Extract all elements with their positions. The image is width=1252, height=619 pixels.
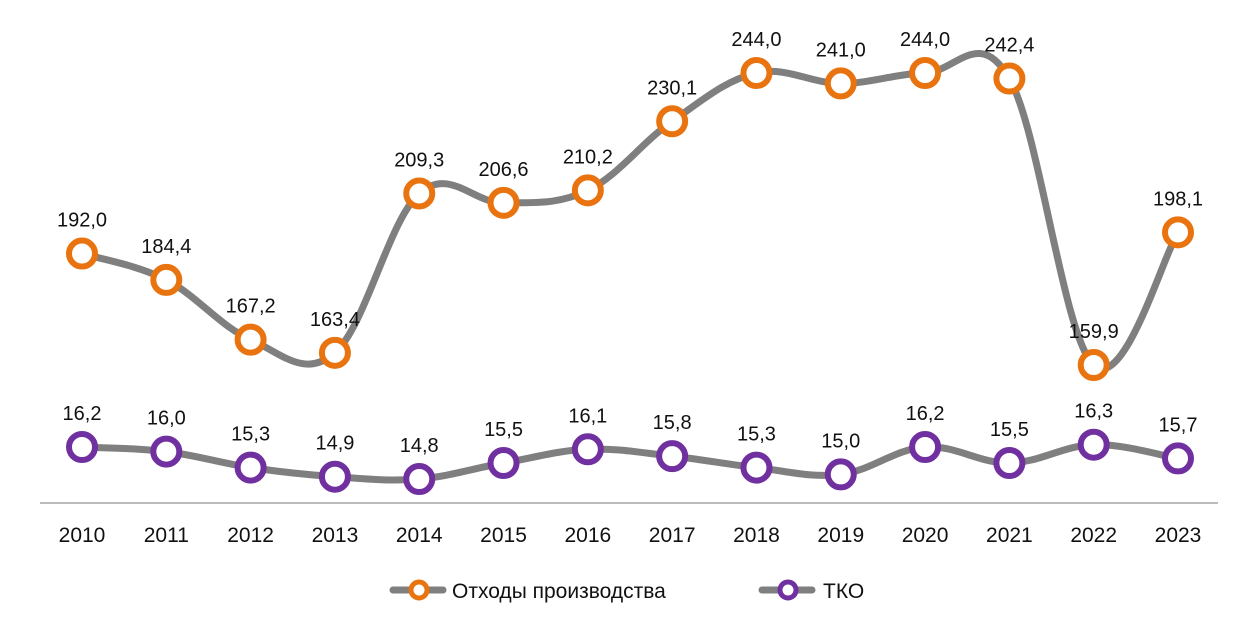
data-point [66, 431, 98, 463]
x-tick-label: 2017 [649, 524, 696, 547]
legend-label: Отходы производства [452, 580, 666, 603]
data-point [150, 435, 183, 468]
data-label: 15,7 [1159, 414, 1198, 436]
data-point [234, 323, 267, 356]
data-point [1162, 216, 1194, 249]
x-tick-label: 2010 [59, 524, 106, 547]
data-label: 15,0 [821, 430, 860, 452]
data-point [909, 431, 942, 463]
series-markers [66, 57, 1194, 495]
data-label: 16,3 [1074, 401, 1113, 423]
data-label: 16,2 [906, 403, 945, 425]
x-tick-label: 2013 [312, 524, 359, 547]
data-point [571, 433, 604, 466]
data-label: 230,1 [647, 77, 697, 99]
legend-marker [777, 579, 799, 601]
data-point [150, 263, 183, 296]
legend-marker [408, 579, 430, 601]
data-label: 159,9 [1069, 321, 1119, 343]
legend: Отходы производства ТКО [389, 579, 864, 603]
data-label: 198,1 [1153, 188, 1203, 210]
series-lines [78, 50, 1182, 484]
data-label: 184,4 [141, 236, 191, 258]
x-tick-label: 2014 [396, 524, 443, 547]
x-tick-label: 2022 [1070, 524, 1117, 547]
data-label: 14,9 [315, 433, 354, 455]
data-point [824, 67, 857, 100]
data-label: 242,4 [984, 35, 1034, 57]
x-tick-label: 2011 [144, 524, 189, 547]
data-label: 241,0 [816, 39, 866, 61]
legend-label: ТКО [823, 580, 864, 603]
data-point [1162, 442, 1194, 475]
data-label: 210,2 [563, 146, 613, 168]
data-label: 244,0 [900, 29, 950, 51]
x-tick-label: 2012 [227, 524, 274, 547]
data-point [656, 440, 689, 473]
data-label: 209,3 [394, 149, 444, 171]
data-label: 163,4 [310, 309, 360, 331]
data-label: 15,3 [231, 424, 270, 446]
data-point [487, 447, 520, 479]
x-tick-label: 2015 [480, 524, 527, 547]
data-label: 244,0 [731, 29, 781, 51]
series-line-0 [78, 50, 1182, 372]
data-point [403, 177, 436, 210]
data-point [993, 62, 1026, 95]
data-label: 192,0 [57, 210, 107, 232]
data-point [656, 105, 689, 138]
data-label: 15,5 [484, 419, 523, 441]
data-point [234, 451, 267, 484]
data-label: 15,5 [990, 419, 1029, 441]
x-tick-label: 2023 [1155, 524, 1202, 547]
data-point [66, 237, 98, 270]
x-tick-label: 2021 [986, 524, 1033, 547]
x-tick-label: 2018 [733, 524, 780, 547]
data-label: 16,2 [63, 403, 102, 425]
data-point [1077, 349, 1110, 381]
x-tick-label: 2019 [817, 524, 864, 547]
data-label: 15,8 [653, 412, 692, 434]
data-point [403, 463, 436, 495]
data-label: 167,2 [226, 296, 276, 318]
data-point [318, 460, 351, 493]
x-tick-labels: 2010 2011 2012 2013 2014 2015 2016 2017 2018 2019… [59, 524, 1202, 547]
data-point [1077, 428, 1110, 461]
x-tick-label: 2020 [902, 524, 949, 547]
data-point [318, 336, 351, 369]
data-point [909, 57, 942, 89]
data-label: 14,8 [400, 435, 439, 457]
data-label: 16,0 [147, 408, 186, 430]
data-point [571, 174, 604, 207]
data-point [740, 57, 773, 89]
data-point [740, 451, 773, 484]
data-label: 206,6 [479, 159, 529, 181]
data-point [824, 458, 857, 491]
data-label: 16,1 [568, 405, 607, 427]
data-label: 15,3 [737, 424, 776, 446]
x-tick-label: 2016 [564, 524, 611, 547]
data-labels: 192,0 184,4 167,2 163,4 209,3 206,6 210,2 230,1… [57, 29, 1203, 457]
data-point [993, 447, 1026, 479]
data-point [487, 186, 520, 219]
